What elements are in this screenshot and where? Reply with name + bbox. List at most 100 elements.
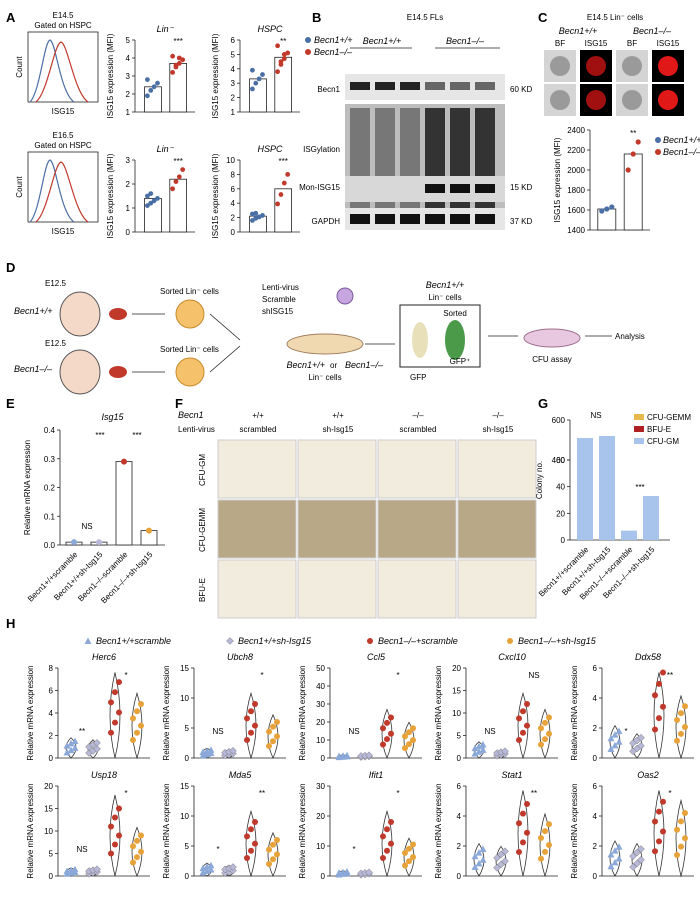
data-point <box>524 722 530 729</box>
significance-label: ** <box>280 37 286 46</box>
data-point <box>244 715 250 722</box>
data-point <box>108 823 114 830</box>
data-point <box>207 861 215 869</box>
colony-image <box>457 439 537 499</box>
data-point <box>479 741 487 748</box>
data-point <box>266 846 272 853</box>
legend-label: Becn1–/–+scramble <box>378 636 458 646</box>
embryo-age-1: E12.5 <box>45 279 66 288</box>
data-point <box>652 818 658 825</box>
y-tick-label: 4 <box>593 694 598 703</box>
cells-col-label: BF <box>627 39 637 48</box>
data-point <box>343 751 351 759</box>
data-point <box>93 745 101 753</box>
data-point <box>67 746 75 754</box>
data-point <box>270 738 276 745</box>
embryo-icon <box>59 349 101 395</box>
histogram-title: E14.5 <box>53 11 74 20</box>
legend-label-wt: Becn1+/+ <box>663 135 700 145</box>
data-point <box>266 743 272 749</box>
data-point-ko <box>170 70 176 75</box>
significance-label-left: * <box>624 727 627 736</box>
arrow <box>209 345 241 373</box>
y-tick-label: 3 <box>126 156 131 165</box>
data-point <box>270 723 276 730</box>
y-tick-label: 15 <box>44 805 53 814</box>
chart-title: Isg15 <box>101 412 124 422</box>
data-point <box>611 847 619 854</box>
data-point <box>475 859 483 867</box>
legend-dot-wt <box>305 37 311 43</box>
data-point-wt <box>256 76 262 82</box>
violin <box>381 708 393 760</box>
data-point <box>252 840 258 847</box>
data-point <box>682 723 688 730</box>
data-point <box>637 855 645 864</box>
y-tick-label: 30 <box>316 700 325 709</box>
data-point <box>207 866 215 873</box>
data-point <box>130 737 136 743</box>
y-tick-label: 8 <box>49 664 54 673</box>
data-point <box>674 852 680 858</box>
violin <box>653 790 665 877</box>
data-point <box>406 858 412 865</box>
stacked-bar <box>599 436 615 540</box>
data-point <box>674 826 680 833</box>
data-point-ko <box>635 139 641 145</box>
data-point <box>501 847 509 856</box>
bar-chart-title: HSPC <box>257 144 283 154</box>
colony-image <box>217 499 297 559</box>
y-tick-label: 2 <box>593 842 598 851</box>
data-point-ko <box>275 201 280 207</box>
y-tick-label: 2 <box>231 214 236 223</box>
data-point <box>112 814 118 821</box>
y-tick-label: 6 <box>231 185 236 194</box>
y-tick-label: 20 <box>44 782 53 791</box>
significance-label: *** <box>635 483 644 492</box>
data-point <box>682 703 688 710</box>
y-tick-label: 5 <box>126 36 131 45</box>
data-point <box>652 726 658 733</box>
data-point <box>501 747 509 756</box>
cells-col-label: BF <box>555 39 565 48</box>
column-treatment: scrambled <box>400 425 437 434</box>
data-point <box>146 527 152 534</box>
data-point <box>678 818 684 825</box>
y-tick-label: 0 <box>49 754 54 763</box>
data-point <box>615 854 623 862</box>
data-point-wt <box>151 198 157 204</box>
data-point <box>134 708 140 715</box>
row-header-becn1: Becn1 <box>178 410 204 420</box>
legend-label-ko: Becn1–/– <box>663 147 700 157</box>
y-tick-label: 1 <box>126 204 131 213</box>
histogram-frame <box>27 151 99 223</box>
y-tick-label: 10 <box>44 827 53 836</box>
y-axis-label: ISG15 expression (MFI) <box>211 153 220 238</box>
data-point <box>365 751 373 760</box>
data-point <box>384 719 390 726</box>
y-axis-label: Relative mRNA expression <box>26 665 35 760</box>
panel-label-g: G <box>538 396 548 411</box>
y-tick-label: 5 <box>185 724 190 733</box>
y-tick-label: 6 <box>593 664 598 673</box>
data-point-ko <box>278 59 284 64</box>
data-point <box>71 744 79 751</box>
row-header-lentivirus: Lenti-virus <box>178 425 215 434</box>
panel-label-c: C <box>538 10 548 25</box>
y-tick-label: 0.0 <box>44 541 56 550</box>
data-point-wt <box>253 80 259 86</box>
data-point-ko <box>630 151 636 157</box>
facs-positive-gate <box>445 320 465 360</box>
blot-label-becn1: Becn1 <box>317 85 340 94</box>
data-point-ko <box>275 43 280 49</box>
data-point <box>542 848 548 855</box>
facs-negative-gate <box>412 322 428 358</box>
violin <box>245 809 257 878</box>
blot-band <box>350 82 370 90</box>
violin-gene-title: Mda5 <box>229 770 253 780</box>
y-tick-label: 1800 <box>567 186 585 195</box>
data-point <box>406 845 412 852</box>
data-point <box>542 828 548 835</box>
data-point-ko <box>180 167 186 173</box>
